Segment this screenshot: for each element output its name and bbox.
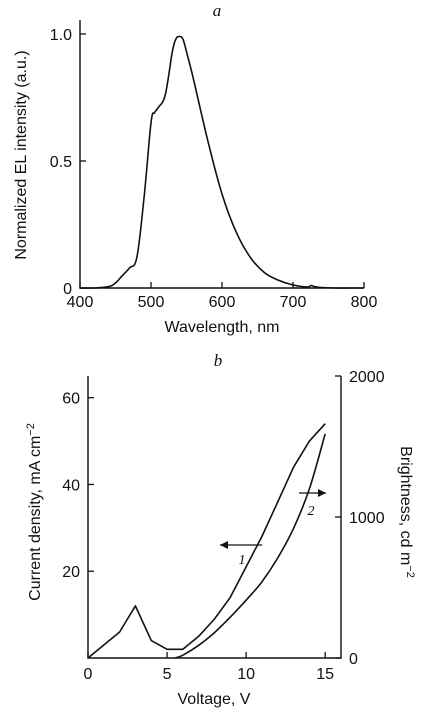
panel-b-left-y-tick-label: 60 (62, 391, 80, 408)
panel-a-x-tick-label: 800 (351, 294, 378, 311)
panel-a-axes (79, 20, 364, 289)
panel-b-label: b (214, 351, 223, 370)
panel-a-y-tick-label: 0.5 (50, 154, 72, 171)
panel-b-axes (87, 376, 342, 659)
panel-b-left-axis-label: Current density, mA cm−2 (25, 423, 44, 601)
panel-b-series-1-curve (87, 423, 326, 659)
panel-a-x-tick-label: 500 (138, 294, 165, 311)
panel-b-x-tick-label: 15 (316, 666, 334, 683)
panel-b-ticks: 0 5 10 15 20 40 60 0 1000 2000 (62, 369, 384, 683)
panel-a-series-curve (79, 35, 364, 289)
panel-b-x-tick-label: 5 (163, 666, 172, 683)
curve-1-left-arrow (220, 541, 262, 549)
curve-1-label: 1 (239, 553, 246, 568)
panel-b-right-y-tick-label: 0 (349, 651, 358, 668)
panel-a-y-tick-label: 0 (63, 281, 72, 298)
panel-b-x-tick-label: 10 (237, 666, 255, 683)
panel-a-y-axis-label: Normalized EL intensity (a.u.) (13, 50, 30, 259)
panel-b-right-axis-label: Brightness, cd m−2 (397, 446, 416, 578)
panel-a-x-tick-label: 700 (280, 294, 307, 311)
panel-b-x-axis-label: Voltage, V (178, 691, 251, 708)
panel-a-y-tick-label: 1.0 (50, 27, 72, 44)
panel-a-x-tick-label: 600 (209, 294, 236, 311)
panel-b-left-y-tick-label: 20 (62, 564, 80, 581)
panel-b-x-tick-label: 0 (84, 666, 93, 683)
curve-2-right-arrow (299, 489, 326, 497)
panel-b-right-y-tick-label: 2000 (349, 369, 385, 386)
panel-b: b 0 5 10 15 20 40 60 0 1000 2000 1 2 Voltage, V C… (25, 351, 416, 708)
panel-a-label: a (213, 1, 222, 20)
panel-b-series-2-curve (174, 433, 326, 659)
panel-a-ticks: 400 500 600 700 800 0 0.5 1.0 (50, 27, 378, 311)
curve-2-label: 2 (308, 504, 315, 519)
panel-a-x-tick-label: 400 (67, 294, 94, 311)
panel-a-x-axis-label: Wavelength, nm (164, 319, 279, 336)
panel-b-right-y-tick-label: 1000 (349, 510, 385, 527)
panel-b-left-y-tick-label: 40 (62, 477, 80, 494)
